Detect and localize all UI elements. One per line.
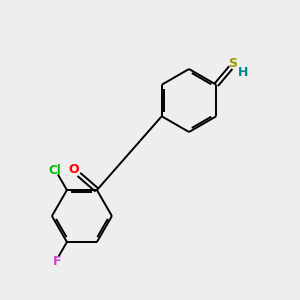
Text: F: F	[53, 255, 62, 268]
Text: O: O	[68, 163, 79, 176]
Text: S: S	[228, 58, 237, 70]
Text: Cl: Cl	[48, 164, 61, 177]
Text: H: H	[238, 67, 249, 80]
